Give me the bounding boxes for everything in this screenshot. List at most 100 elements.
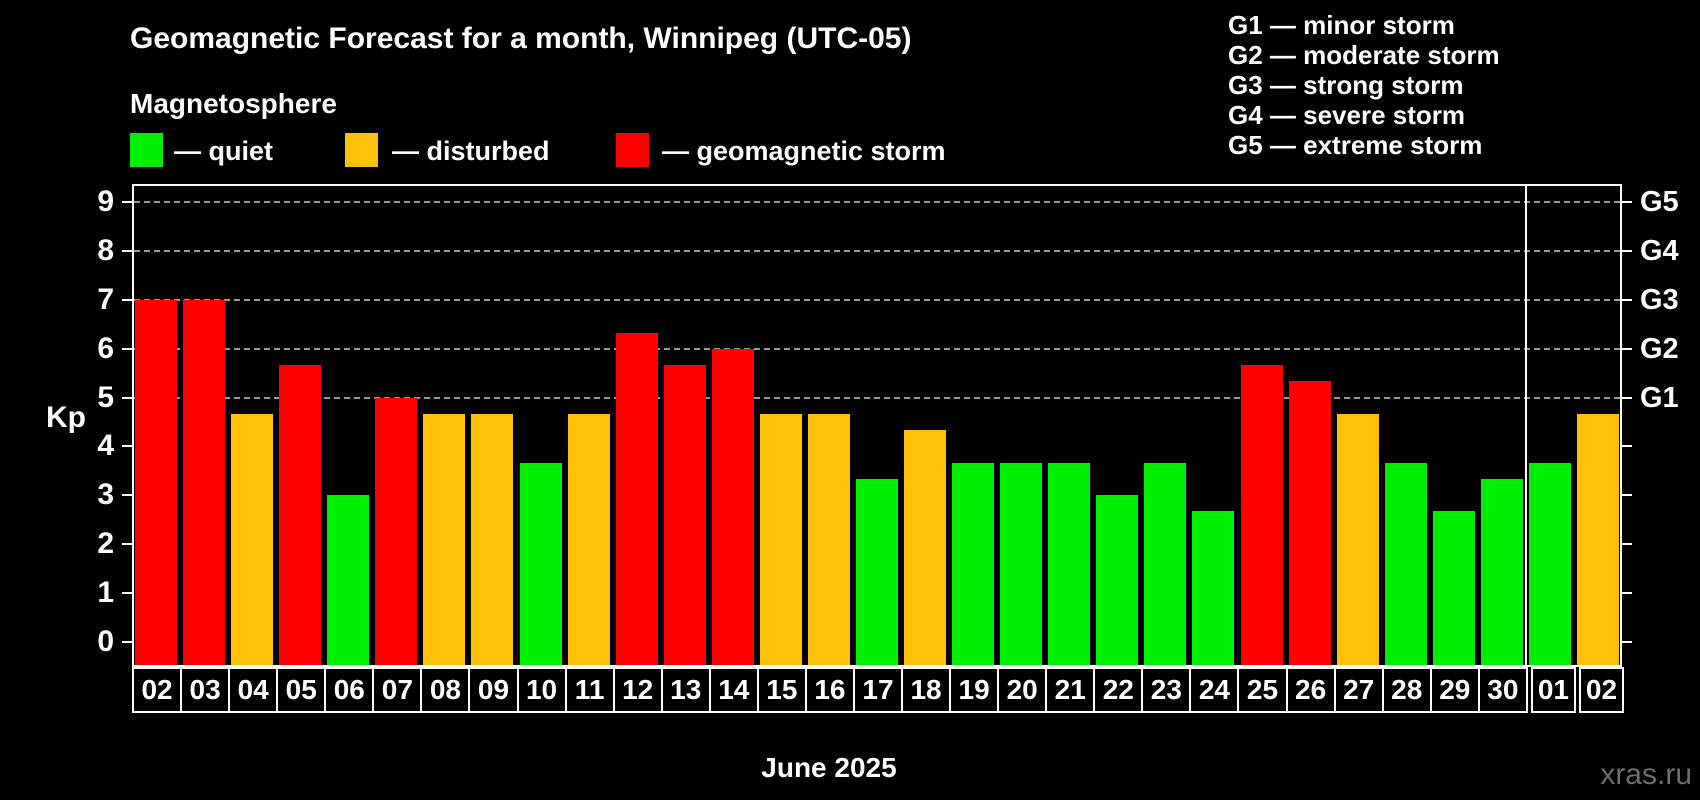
bar-day-14 [711, 348, 754, 665]
right-axis-tick-4 [1622, 445, 1632, 448]
y-axis-tick-8 [122, 249, 132, 252]
right-axis-tick-9 [1622, 200, 1632, 203]
day-label-27: 27 [1333, 667, 1384, 713]
day-label-25: 25 [1237, 667, 1288, 713]
bar-day-16 [807, 413, 850, 665]
day-label-23: 23 [1141, 667, 1192, 713]
day-label-05: 05 [276, 667, 327, 713]
day-label-21: 21 [1045, 667, 1096, 713]
bar-day-03 [183, 299, 226, 665]
storm-scale-g5: G5 — extreme storm [1228, 130, 1483, 160]
bar-day-02 [135, 299, 178, 665]
storm-scale-g1: G1 — minor storm [1228, 10, 1455, 40]
bar-day-06 [327, 495, 370, 665]
bar-day-23 [1144, 462, 1187, 665]
day-label-next-01: 01 [1530, 667, 1576, 713]
day-label-14: 14 [708, 667, 759, 713]
gridline-kp5 [134, 396, 1620, 399]
bar-day-21 [1048, 462, 1091, 665]
gridline-kp6 [134, 347, 1620, 350]
bar-day-05 [279, 364, 322, 665]
y-axis-title: Kp [46, 401, 86, 434]
bar-day-22 [1096, 495, 1139, 665]
chart-subtitle: Magnetosphere [130, 88, 337, 119]
y-tick-label-2: 2 [97, 527, 114, 561]
right-axis-tick-7 [1622, 298, 1632, 301]
right-axis-tick-1 [1622, 592, 1632, 595]
right-axis-tick-8 [1622, 249, 1632, 252]
storm-scale-legend: G1 — minor storm G2 — moderate storm G3 … [1228, 10, 1500, 160]
storm-scale-g4: G4 — severe storm [1228, 100, 1466, 130]
day-label-18: 18 [901, 667, 952, 713]
day-label-13: 13 [660, 667, 711, 713]
bar-day-08 [423, 413, 466, 665]
day-label-12: 12 [612, 667, 663, 713]
right-axis-label-G5: G5 [1640, 185, 1679, 218]
right-axis-tick-6 [1622, 347, 1632, 350]
day-label-next-02: 02 [1578, 667, 1624, 713]
bar-day-01 [1528, 462, 1571, 665]
day-label-30: 30 [1477, 667, 1528, 713]
bar-day-04 [231, 413, 274, 665]
watermark: xras.ru [1600, 758, 1692, 791]
right-axis-label-G2: G2 [1640, 332, 1679, 365]
y-axis-tick-0 [122, 641, 132, 643]
right-axis-label-G3: G3 [1640, 283, 1679, 316]
day-label-10: 10 [516, 667, 567, 713]
bar-day-09 [471, 413, 514, 665]
day-label-06: 06 [324, 667, 375, 713]
right-axis-tick-3 [1622, 494, 1632, 497]
day-label-07: 07 [372, 667, 423, 713]
gridline-kp8 [134, 249, 1620, 252]
day-label-08: 08 [420, 667, 471, 713]
y-axis-tick-1 [122, 592, 132, 595]
y-tick-label-8: 8 [97, 233, 114, 267]
y-tick-label-4: 4 [97, 429, 114, 463]
day-label-03: 03 [180, 667, 231, 713]
y-axis-tick-9 [122, 200, 132, 203]
right-axis-tick-0 [1622, 641, 1632, 643]
y-axis-tick-4 [122, 445, 132, 448]
y-tick-label-0: 0 [97, 625, 114, 658]
bar-day-12 [615, 332, 658, 665]
y-tick-label-7: 7 [97, 282, 114, 316]
right-axis-label-G4: G4 [1640, 234, 1679, 267]
bar-day-18 [904, 430, 947, 665]
bar-day-20 [1000, 462, 1043, 665]
bar-day-26 [1288, 381, 1331, 665]
disturbed-legend-label: — disturbed [392, 136, 550, 166]
storm-color-swatch [616, 133, 649, 167]
day-label-16: 16 [804, 667, 855, 713]
bar-day-10 [519, 462, 562, 665]
month-separator-line [1524, 186, 1527, 665]
chart-title: Geomagnetic Forecast for a month, Winnip… [130, 22, 912, 55]
day-label-09: 09 [468, 667, 519, 713]
day-label-24: 24 [1189, 667, 1240, 713]
y-axis-tick-3 [122, 494, 132, 497]
bar-day-13 [663, 364, 706, 665]
y-tick-label-6: 6 [97, 331, 114, 365]
bar-day-11 [567, 413, 610, 665]
bar-day-27 [1336, 413, 1379, 665]
quiet-color-swatch [130, 133, 163, 167]
day-label-11: 11 [564, 667, 615, 713]
bar-day-24 [1192, 511, 1235, 665]
bar-day-19 [952, 462, 995, 665]
x-axis-caption: June 2025 [761, 752, 897, 783]
y-tick-label-9: 9 [97, 184, 114, 218]
gridline-kp7 [134, 298, 1620, 301]
day-label-02: 02 [132, 667, 183, 713]
right-axis-tick-5 [1622, 396, 1632, 399]
y-axis-tick-2 [122, 543, 132, 546]
day-label-19: 19 [949, 667, 1000, 713]
bar-day-29 [1432, 511, 1475, 665]
bar-day-02 [1576, 413, 1619, 665]
bar-day-30 [1480, 479, 1523, 665]
bar-day-25 [1240, 364, 1283, 665]
right-axis-label-G1: G1 [1640, 381, 1679, 414]
day-label-15: 15 [756, 667, 807, 713]
gridline-kp9 [134, 200, 1620, 203]
y-axis-tick-5 [122, 396, 132, 399]
y-axis-tick-7 [122, 298, 132, 301]
